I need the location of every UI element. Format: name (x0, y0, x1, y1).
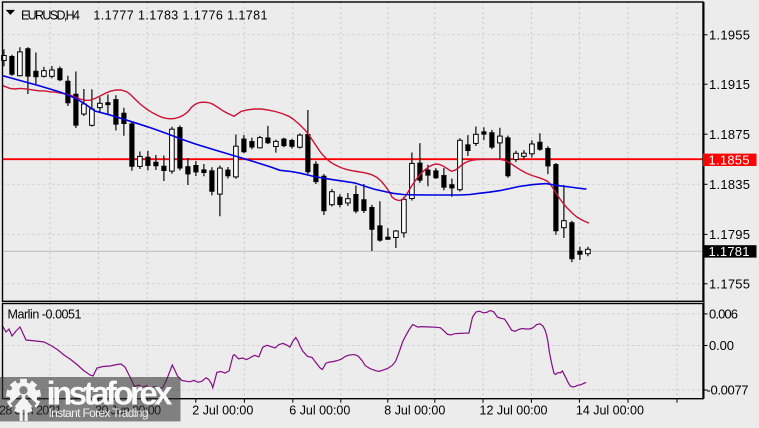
svg-text:1.1875: 1.1875 (709, 127, 750, 142)
svg-text:Marlin -0.0051: Marlin -0.0051 (8, 308, 82, 322)
svg-text:instaforex: instaforex (47, 375, 174, 412)
svg-text:2 Jul 00:00: 2 Jul 00:00 (192, 404, 253, 418)
svg-text:1.1781: 1.1781 (709, 244, 750, 259)
svg-text:-0.0077: -0.0077 (707, 383, 749, 398)
svg-text:6 Jul 00:00: 6 Jul 00:00 (289, 404, 350, 418)
svg-text:14 Jul 00:00: 14 Jul 00:00 (576, 404, 644, 418)
svg-text:1.1777 1.1783 1.1776 1.1781: 1.1777 1.1783 1.1776 1.1781 (93, 8, 267, 22)
svg-text:1.1755: 1.1755 (709, 277, 750, 292)
svg-text:0.00: 0.00 (709, 338, 734, 353)
svg-text:1.1915: 1.1915 (709, 77, 750, 92)
svg-text:12 Jul 00:00: 12 Jul 00:00 (480, 404, 548, 418)
svg-text:1.1795: 1.1795 (709, 227, 750, 242)
svg-text:EURUSD,H4: EURUSD,H4 (21, 8, 80, 22)
svg-text:1.1955: 1.1955 (709, 28, 750, 43)
svg-text:0.006: 0.006 (709, 307, 738, 322)
svg-text:1.1855: 1.1855 (709, 152, 750, 167)
svg-text:1.1835: 1.1835 (709, 177, 750, 192)
svg-text:8 Jul 00:00: 8 Jul 00:00 (384, 404, 445, 418)
svg-text:Instant Forex Trading: Instant Forex Trading (49, 406, 149, 420)
